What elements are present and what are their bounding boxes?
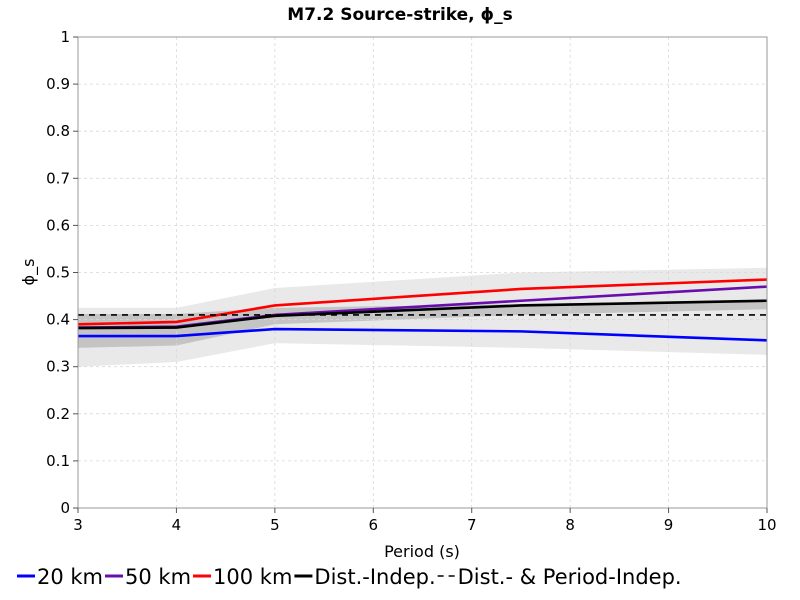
y-tick-label: 1 bbox=[60, 28, 70, 46]
y-axis-label: ϕ_s bbox=[19, 259, 39, 286]
series-line-100-km bbox=[77, 278, 768, 326]
y-tick-label: 0.5 bbox=[46, 264, 70, 282]
uncertainty-band-2 bbox=[78, 299, 767, 348]
y-tick-label: 0.1 bbox=[46, 452, 70, 470]
y-tick-label: 0.8 bbox=[46, 122, 70, 140]
x-axis-label: Period (s) bbox=[384, 542, 460, 561]
y-tick-layer: 0 0.1 0.2 0.3 0.4 0.5 0.6 0.7 0.8 0.9 1 bbox=[46, 28, 78, 517]
y-tick-label: 0 bbox=[60, 499, 70, 517]
chart-title: M7.2 Source-strike, ϕ_s bbox=[287, 5, 512, 25]
series-line-dist-indep bbox=[77, 299, 768, 330]
legend-label-dist-period-indep: Dist.- & Period-Indep. bbox=[458, 565, 682, 589]
y-tick-label: 0.3 bbox=[46, 358, 70, 376]
legend-label-20-km: 20 km bbox=[37, 565, 103, 589]
series-line-20-km bbox=[78, 327, 768, 342]
y-tick-label: 0.6 bbox=[46, 216, 70, 234]
y-tick-label: 0.9 bbox=[46, 75, 70, 93]
x-tick-label: 8 bbox=[565, 516, 575, 534]
legend-label-dist-indep: Dist.-Indep. bbox=[314, 565, 435, 589]
legend: 20 km 50 km 100 km Dist.-Indep. Dist.- & Per… bbox=[17, 565, 682, 589]
legend-label-50-km: 50 km bbox=[125, 565, 191, 589]
bands-layer bbox=[78, 267, 767, 367]
series-layer bbox=[77, 278, 768, 342]
legend-label-100-km: 100 km bbox=[213, 565, 292, 589]
x-tick-label: 10 bbox=[757, 516, 776, 534]
x-tick-label: 3 bbox=[73, 516, 83, 534]
x-tick-layer: 3 4 5 6 7 8 9 10 bbox=[73, 508, 777, 534]
y-tick-label: 0.4 bbox=[46, 311, 70, 329]
y-tick-label: 0.7 bbox=[46, 169, 70, 187]
x-tick-label: 4 bbox=[172, 516, 182, 534]
x-tick-label: 7 bbox=[467, 516, 477, 534]
x-tick-label: 5 bbox=[270, 516, 280, 534]
y-tick-label: 0.2 bbox=[46, 405, 70, 423]
x-tick-label: 6 bbox=[369, 516, 379, 534]
x-tick-label: 9 bbox=[664, 516, 674, 534]
